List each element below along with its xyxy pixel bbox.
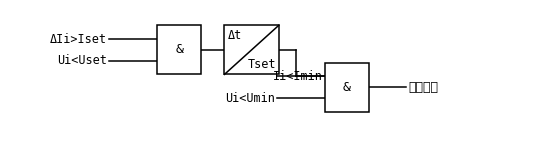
- Bar: [225, 25, 279, 74]
- Text: &: &: [343, 81, 351, 94]
- Text: 启动信号: 启动信号: [409, 81, 438, 94]
- Text: Δt: Δt: [228, 29, 242, 42]
- Text: Tset: Tset: [248, 58, 277, 71]
- Text: Ii<Imin: Ii<Imin: [273, 70, 323, 83]
- Text: &: &: [176, 43, 184, 56]
- Text: ΔIi>Iset: ΔIi>Iset: [50, 33, 107, 46]
- Bar: [325, 63, 369, 112]
- Text: Ui<Umin: Ui<Umin: [225, 92, 275, 105]
- Text: Ui<Uset: Ui<Uset: [57, 54, 107, 67]
- Bar: [158, 25, 201, 74]
